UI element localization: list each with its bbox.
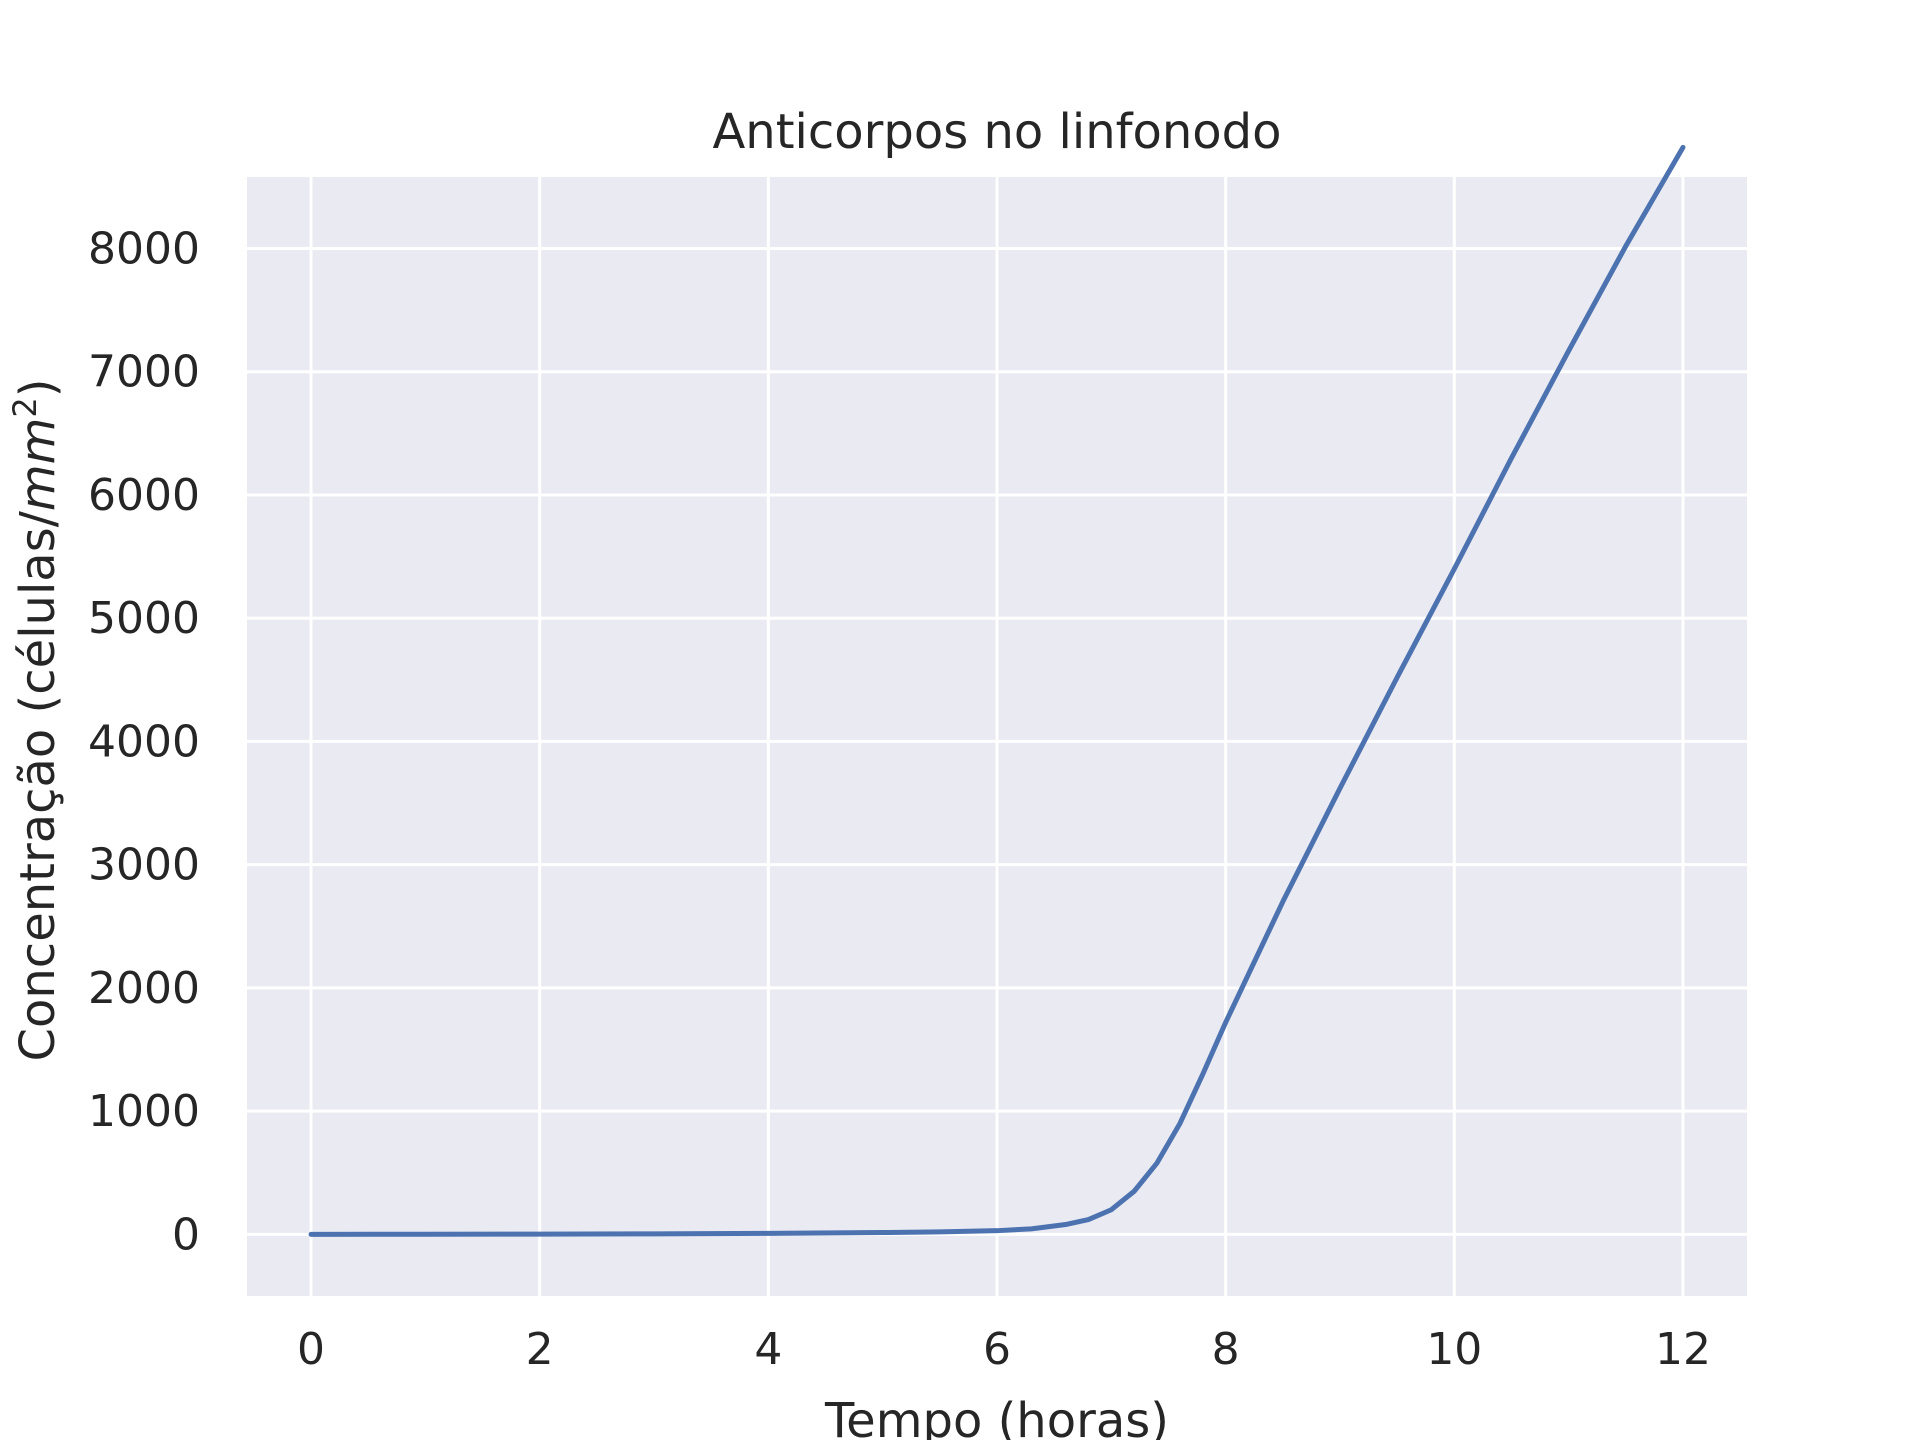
y-tick-label: 8000	[88, 223, 200, 274]
series-lines	[308, 144, 1686, 1237]
y-axis-label: Concentração (células/mm2)	[6, 379, 66, 1062]
y-axis-label-unit: mm	[10, 418, 66, 512]
y-axis-label-sup: 2	[6, 397, 44, 417]
x-tick-label: 2	[526, 1324, 554, 1375]
y-tick-label: 2000	[88, 963, 200, 1014]
series-line	[308, 144, 1686, 1237]
x-tick-labels: 0 2 4 6 8 10 12	[297, 1324, 1711, 1375]
y-tick-label: 6000	[88, 470, 200, 521]
y-tick-label: 7000	[88, 347, 200, 398]
chart-title: Anticorpos no linfonodo	[712, 104, 1281, 160]
y-tick-label: 0	[172, 1209, 200, 1260]
x-tick-label: 10	[1426, 1324, 1482, 1375]
y-axis-label-main: Concentração (células/	[10, 510, 66, 1061]
y-tick-label: 3000	[88, 840, 200, 891]
x-tick-label: 4	[754, 1324, 782, 1375]
y-axis-label-close: )	[10, 379, 66, 398]
x-tick-label: 0	[297, 1324, 325, 1375]
x-tick-label: 12	[1655, 1324, 1711, 1375]
x-tick-label: 6	[983, 1324, 1011, 1375]
y-tick-labels: 0 1000 2000 3000 4000 5000 6000 7000 8000	[88, 223, 200, 1260]
x-axis-label: Tempo (horas)	[824, 1393, 1169, 1440]
y-tick-label: 1000	[88, 1086, 200, 1137]
y-tick-label: 4000	[88, 716, 200, 767]
y-tick-label: 5000	[88, 593, 200, 644]
x-tick-label: 8	[1212, 1324, 1240, 1375]
